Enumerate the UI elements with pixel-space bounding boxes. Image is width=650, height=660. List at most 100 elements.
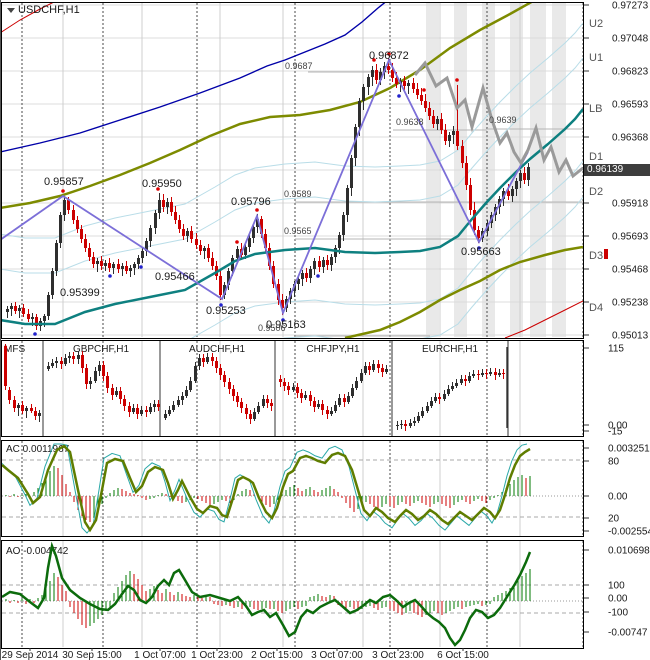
candle-body	[30, 408, 33, 411]
candle-body	[153, 404, 156, 407]
candle-body	[391, 70, 394, 78]
time-axis-label: 2 Oct 15:00	[251, 650, 303, 660]
candle-body	[51, 271, 54, 295]
candle-body	[477, 374, 480, 375]
time-axis-label: 30 Sep 15:00	[62, 650, 122, 660]
candle-body	[296, 387, 299, 393]
fractal-down-icon	[316, 274, 320, 278]
upper-olive-band	[2, 3, 533, 209]
indicator-scale-label: -0.0025541	[608, 527, 650, 538]
fractal-down-icon	[108, 274, 112, 278]
candle-body	[452, 131, 455, 135]
candle-body	[145, 241, 148, 251]
candle-body	[377, 364, 380, 368]
candle-body	[318, 261, 321, 267]
candle-body	[346, 188, 349, 215]
candle-body	[240, 402, 243, 408]
candle-body	[236, 396, 239, 402]
pale-band-line	[281, 196, 583, 338]
indicator-scale-label: -0.00747	[608, 628, 648, 639]
navy-band	[2, 3, 386, 153]
candle-body	[64, 358, 67, 364]
band-level-label: D4	[589, 302, 603, 314]
candle-body	[164, 414, 167, 418]
candle-body	[354, 127, 357, 158]
candle-body	[72, 210, 75, 220]
teal-ma-line	[2, 108, 583, 326]
candle-body	[68, 356, 71, 358]
candle-body	[468, 376, 471, 381]
band-level-label: U1	[589, 52, 603, 64]
candle-body	[55, 361, 58, 363]
fractal-down-icon	[139, 265, 143, 269]
candle-body	[287, 386, 290, 390]
mfs-section-label: GBPCHF,H1	[73, 344, 130, 355]
candle-body	[448, 135, 451, 141]
pivot-price-label: 0.9638	[396, 117, 424, 127]
candle-body	[443, 394, 446, 399]
candle-body	[206, 357, 209, 362]
mfs-section-label: AUDCHF,H1	[189, 344, 246, 355]
candle-body	[334, 248, 337, 257]
price-axis: 0.97273 0.97048 0.96823 0.96593 0.96368 0.961…	[584, 1, 650, 639]
fractal-up-icon	[235, 240, 239, 244]
candle-body	[77, 355, 80, 359]
candle-body	[326, 410, 329, 414]
candle-body	[227, 271, 230, 285]
candle-body	[300, 393, 303, 398]
candle-body	[277, 284, 280, 300]
candle-body	[305, 273, 308, 278]
candle-body	[257, 406, 260, 412]
candle-body	[117, 264, 120, 269]
zigzag-price-label: 0.95796	[231, 196, 271, 208]
candle-body	[362, 87, 365, 101]
candle-body	[511, 189, 514, 196]
candle-body	[438, 397, 441, 399]
zigzag-price-label: 0.95253	[206, 305, 246, 317]
fractal-down-icon	[33, 332, 37, 336]
candle-body	[17, 405, 20, 408]
candle-body	[281, 300, 284, 308]
candle-body	[420, 95, 423, 101]
indicator-scale-label: 0.0032510	[608, 444, 650, 455]
pivot-price-label: 0.9506	[258, 323, 286, 333]
candle-body	[4, 346, 7, 386]
candle-body	[444, 130, 447, 141]
candle-body	[133, 264, 136, 268]
candle-body	[102, 365, 105, 376]
candle-body	[321, 404, 324, 410]
symbol-dropdown-icon[interactable]	[7, 8, 15, 13]
candle-body	[199, 245, 202, 251]
candle-body	[326, 260, 329, 265]
candle-body	[403, 81, 406, 86]
candle-body	[47, 366, 50, 369]
candle-body	[385, 369, 388, 372]
candle-body	[519, 173, 522, 181]
zigzag-price-label: 0.95163	[266, 319, 306, 331]
ac-main-line	[2, 444, 531, 533]
candle-body	[472, 374, 475, 376]
band-level-label: D2	[589, 186, 603, 198]
candle-body	[22, 308, 25, 314]
candle-body	[432, 116, 435, 124]
lower-red-band	[504, 300, 583, 338]
candle-body	[428, 108, 431, 116]
candle-body	[186, 231, 189, 236]
fractal-down-icon	[477, 246, 481, 250]
forecast-gray-line	[413, 60, 583, 179]
band-level-label: D1	[589, 151, 603, 163]
candle-body	[502, 373, 505, 374]
candle-body	[137, 258, 140, 264]
candle-body	[375, 70, 378, 80]
band-level-label: LB	[589, 103, 602, 115]
candle-body	[38, 413, 41, 416]
candle-body	[460, 379, 463, 383]
ao-main-line	[2, 541, 532, 647]
candle-body	[25, 408, 28, 411]
clip-mfs-group: MFS GBPCHF,H1 AUDCHF,H1 CHFJPY,H1 EURCHF,H1	[4, 341, 583, 436]
time-axis-label: 3 Oct 23:00	[372, 650, 424, 660]
candle-body	[455, 383, 458, 386]
candle-body	[413, 421, 416, 423]
